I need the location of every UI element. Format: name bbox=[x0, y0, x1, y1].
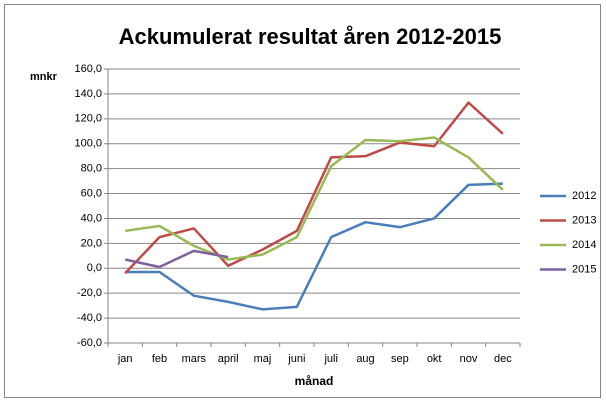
x-tick-label: mars bbox=[182, 353, 207, 365]
y-tick-label: 0,0 bbox=[87, 262, 102, 274]
y-tick-label: 160,0 bbox=[74, 63, 102, 75]
legend-label: 2013 bbox=[572, 214, 596, 226]
y-tick-label: 120,0 bbox=[74, 113, 102, 125]
x-tick-label: nov bbox=[460, 353, 478, 365]
y-tick-label: 140,0 bbox=[74, 88, 102, 100]
y-tick-label: 40,0 bbox=[81, 212, 102, 224]
legend-label: 2012 bbox=[572, 190, 596, 202]
series-line bbox=[125, 182, 503, 311]
x-tick-label: maj bbox=[254, 353, 272, 365]
x-tick-label: dec bbox=[494, 353, 512, 365]
y-tick-label: 80,0 bbox=[81, 163, 102, 175]
y-tick-label: -20,0 bbox=[77, 287, 102, 299]
y-tick-label: 20,0 bbox=[81, 237, 102, 249]
legend-label: 2015 bbox=[572, 263, 596, 275]
x-tick-label: jan bbox=[117, 353, 133, 365]
y-tick-label: -40,0 bbox=[77, 312, 102, 324]
series-line bbox=[124, 101, 504, 275]
x-tick-label: juni bbox=[287, 353, 305, 365]
x-tick-label: juli bbox=[323, 353, 337, 365]
legend-label: 2014 bbox=[572, 239, 596, 251]
x-tick-label: april bbox=[218, 353, 239, 365]
y-axis-label: mnkr bbox=[30, 71, 58, 83]
x-tick-label: sep bbox=[391, 353, 409, 365]
x-tick-label: okt bbox=[427, 353, 442, 365]
x-tick-label: aug bbox=[356, 353, 374, 365]
chart-title: Ackumulerat resultat åren 2012-2015 bbox=[119, 24, 502, 49]
x-axis-label: månad bbox=[295, 374, 334, 388]
series-line bbox=[124, 136, 504, 261]
chart-frame bbox=[4, 4, 601, 398]
series-line bbox=[124, 249, 229, 269]
y-tick-label: -60,0 bbox=[77, 337, 102, 349]
y-tick-label: 60,0 bbox=[81, 187, 102, 199]
y-tick-label: 100,0 bbox=[74, 138, 102, 150]
x-tick-label: feb bbox=[152, 353, 167, 365]
